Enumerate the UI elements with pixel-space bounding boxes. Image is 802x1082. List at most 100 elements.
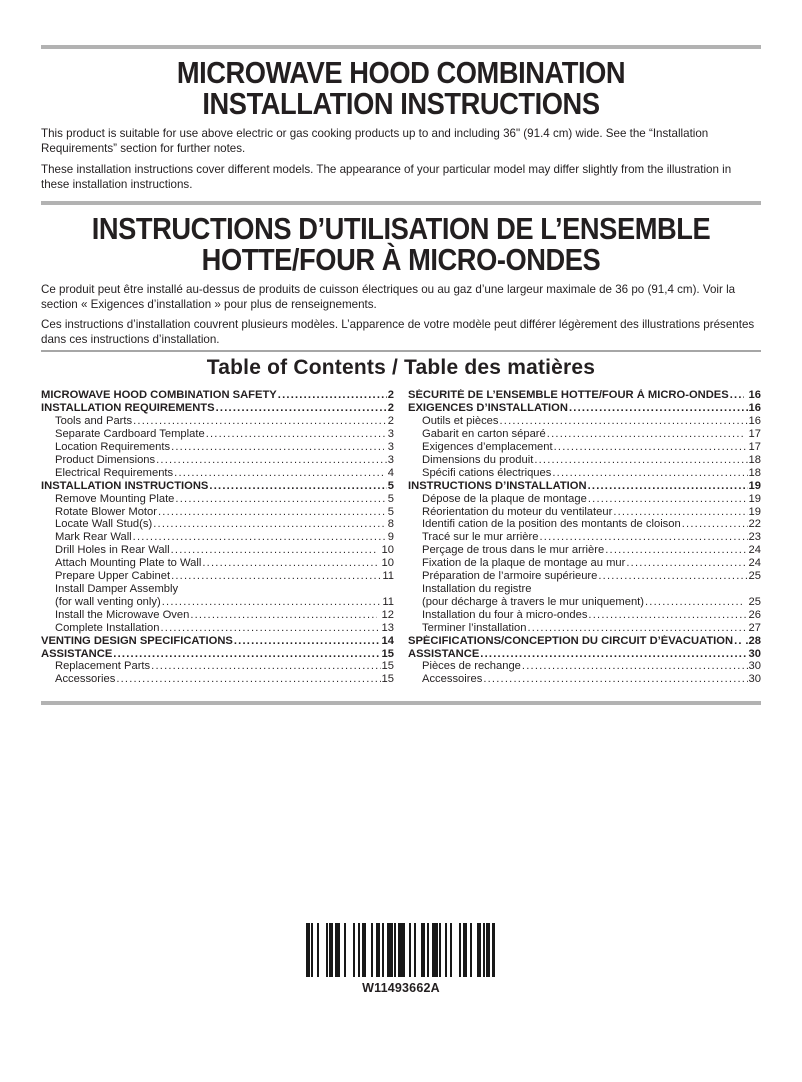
toc-page-number: 30 xyxy=(748,660,761,673)
toc-entry: ASSISTANCE30 xyxy=(408,648,761,661)
part-number: W11493662A xyxy=(362,981,440,996)
toc-entry: Accessoires30 xyxy=(408,673,761,686)
toc-entry: MICROWAVE HOOD COMBINATION SAFETY2 xyxy=(41,389,394,402)
toc-entry: (for wall venting only)11 xyxy=(41,596,394,609)
toc-page-number: 18 xyxy=(748,453,761,466)
toc-entry: Replacement Parts15 xyxy=(41,660,394,673)
toc-page-number: 30 xyxy=(748,673,761,686)
toc-entry: Dimensions du produit18 xyxy=(408,454,761,467)
toc-entry: Product Dimensions3 xyxy=(41,454,394,467)
toc-leader-dots xyxy=(133,415,387,428)
toc-entry: Identifi cation de la position des monta… xyxy=(408,518,761,531)
title-fr-line2: HOTTE/FOUR À MICRO-ONDES xyxy=(201,242,601,278)
toc-entry: Installation du four à micro-ondes26 xyxy=(408,609,761,622)
toc-leader-dots xyxy=(613,506,747,519)
toc-page-number: 16 xyxy=(745,389,761,402)
toc-entry: SPÉCIFICATIONS/CONCEPTION DU CIRCUIT D’É… xyxy=(408,635,761,648)
toc-page-number: 4 xyxy=(384,466,394,479)
toc-entry: Locate Wall Stud(s) 8 xyxy=(41,518,394,531)
toc-leader-dots xyxy=(588,493,748,506)
toc-page-number: 11 xyxy=(382,595,394,608)
toc-page-number: 17 xyxy=(748,441,761,453)
toc-entry: Pièces de rechange30 xyxy=(408,660,761,673)
toc-entry: Install Damper Assembly xyxy=(55,582,179,595)
toc-page-number: 15 xyxy=(381,673,394,686)
toc-entry: Accessories15 xyxy=(41,673,394,686)
toc-entry: INSTRUCTIONS D’INSTALLATION19 xyxy=(408,480,761,493)
toc-leader-dots xyxy=(153,518,383,531)
toc-page-number: 8 xyxy=(384,518,394,531)
toc-page-number: 19 xyxy=(748,492,761,505)
document-page: MICROWAVE HOOD COMBINATION INSTALLATION … xyxy=(0,45,802,995)
toc-entry: Outils et pièces16 xyxy=(408,415,761,428)
toc-entry: Installation du registre xyxy=(422,582,532,595)
barcode xyxy=(306,923,496,978)
toc-page-number: 27 xyxy=(748,621,761,634)
section-divider-english-french xyxy=(41,201,761,206)
toc-page-number: 22 xyxy=(748,518,761,531)
toc-page-number: 19 xyxy=(748,479,761,492)
toc-entry: Spécifi cations électriques18 xyxy=(408,467,761,480)
title-en-line1: MICROWAVE HOOD COMBINATION xyxy=(176,55,626,90)
toc-page-number: 14 xyxy=(381,634,394,647)
toc-entry: Tools and Parts2 xyxy=(41,415,394,428)
toc-entry: Separate Cardboard Template3 xyxy=(41,428,394,441)
toc-entry: Electrical Requirements 4 xyxy=(41,467,394,480)
toc-page-number: 2 xyxy=(387,389,394,402)
toc-leader-dots xyxy=(278,389,387,402)
toc-column-english: MICROWAVE HOOD COMBINATION SAFETY2INSTAL… xyxy=(41,389,394,686)
toc-entry: Prepare Upper Cabinet11 xyxy=(41,570,394,583)
toc-leader-dots xyxy=(113,648,380,661)
toc-page-number: 15 xyxy=(381,647,394,660)
toc-entry: ASSISTANCE15 xyxy=(41,648,394,661)
toc-leader-dots xyxy=(171,441,384,454)
toc-entry: Terminer l’installation27 xyxy=(408,622,761,635)
toc-leader-dots xyxy=(209,480,386,493)
toc-page-number: 13 xyxy=(381,621,394,634)
toc-page-number: .28 xyxy=(742,634,761,647)
toc-leader-dots xyxy=(534,454,747,467)
toc-entry: Attach Mounting Plate to Wall 10 xyxy=(41,557,394,570)
toc-leader-dots xyxy=(552,467,747,480)
toc-leader-dots xyxy=(133,531,387,544)
toc-leader-dots xyxy=(202,557,377,570)
toc-page-number: 12 xyxy=(378,608,394,621)
toc-page-number: 18 xyxy=(748,466,761,479)
toc-entry: Perçage de trous dans le mur arrière24 xyxy=(408,544,761,557)
toc-leader-dots xyxy=(569,402,748,415)
toc-entry: INSTALLATION REQUIREMENTS2 xyxy=(41,402,394,415)
footer: W11493662A xyxy=(41,923,761,995)
toc-page-number: 9 xyxy=(387,531,394,544)
toc-page-number: 11 xyxy=(382,570,394,583)
toc-bottom-divider xyxy=(41,701,761,706)
toc-entry: (pour décharge à travers le mur uniqueme… xyxy=(408,596,761,609)
top-divider xyxy=(41,45,761,49)
toc-leader-dots xyxy=(216,402,387,415)
toc-leader-dots xyxy=(483,673,747,686)
title-english: MICROWAVE HOOD COMBINATION INSTALLATION … xyxy=(84,57,718,119)
toc-entry: Dépose de la plaque de montage19 xyxy=(408,493,761,506)
toc-entry: EXIGENCES D’INSTALLATION16 xyxy=(408,402,761,415)
table-of-contents: MICROWAVE HOOD COMBINATION SAFETY2INSTAL… xyxy=(41,389,761,686)
toc-entry: Gabarit en carton séparé 17 xyxy=(408,428,761,441)
toc-entry: Rotate Blower Motor5 xyxy=(41,506,394,519)
paragraph-en-suitability: This product is suitable for use above e… xyxy=(41,127,709,156)
toc-page-number: 3 xyxy=(387,428,394,441)
toc-leader-dots xyxy=(171,544,378,557)
paragraph-en-models: These installation instructions cover di… xyxy=(41,162,732,191)
toc-page-number: 2 xyxy=(387,402,394,415)
toc-entry: Complete Installation13 xyxy=(41,622,394,635)
toc-page-number: 25 xyxy=(748,570,761,583)
toc-leader-dots xyxy=(554,441,748,454)
toc-leader-dots xyxy=(162,596,382,609)
toc-entry: SÉCURITÉ DE L’ENSEMBLE HOTTE/FOUR À MICR… xyxy=(408,389,761,402)
toc-leader-dots xyxy=(171,570,381,583)
toc-heading: Table of Contents / Table des matières xyxy=(206,356,596,380)
toc-leader-dots xyxy=(588,480,748,493)
toc-page-number: 26 xyxy=(748,608,761,621)
toc-leader-dots xyxy=(499,415,747,428)
toc-entry: Réorientation du moteur du ventilateur19 xyxy=(408,506,761,519)
toc-leader-dots xyxy=(234,635,381,648)
toc-page-number: 17 xyxy=(745,428,761,441)
toc-entry: Mark Rear Wall9 xyxy=(41,531,394,544)
